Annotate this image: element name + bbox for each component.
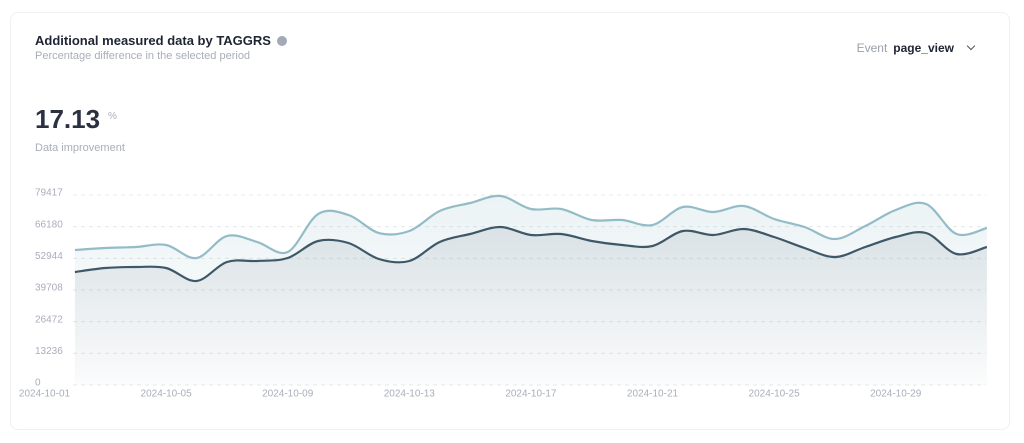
metric-value: 17.13 xyxy=(35,104,101,134)
series-area xyxy=(74,226,987,385)
x-tick-label: 2024-10-13 xyxy=(384,389,436,400)
x-tick-label: 2024-10-01 xyxy=(19,389,71,400)
y-tick-label: 79417 xyxy=(35,188,63,199)
metric-unit: % xyxy=(108,111,117,122)
event-select[interactable]: Event page_view xyxy=(856,41,976,55)
x-tick-label: 2024-10-17 xyxy=(505,389,557,400)
event-value: page_view xyxy=(893,41,954,55)
card-title: Additional measured data by TAGGRS xyxy=(35,33,287,48)
y-tick-label: 52944 xyxy=(35,251,63,262)
series-line xyxy=(74,225,988,283)
x-tick-label: 2024-10-05 xyxy=(141,389,193,400)
y-tick-label: 0 xyxy=(35,378,41,389)
x-tick-label: 2024-10-29 xyxy=(870,389,922,400)
x-tick-label: 2024-10-09 xyxy=(262,389,314,400)
y-tick-label: 13236 xyxy=(35,346,63,357)
y-tick-label: 39708 xyxy=(35,283,63,294)
metric-label: Data improvement xyxy=(35,142,125,154)
x-tick-label: 2024-10-21 xyxy=(627,389,679,400)
y-tick-label: 26472 xyxy=(35,314,63,325)
subtitle: Percentage difference in the selected pe… xyxy=(35,50,251,62)
y-tick-label: 66180 xyxy=(35,219,63,230)
series-line xyxy=(74,194,988,260)
card xyxy=(10,12,1010,430)
x-tick-label: 2024-10-25 xyxy=(749,389,801,400)
event-label: Event xyxy=(856,41,888,55)
info-icon[interactable] xyxy=(276,36,287,46)
